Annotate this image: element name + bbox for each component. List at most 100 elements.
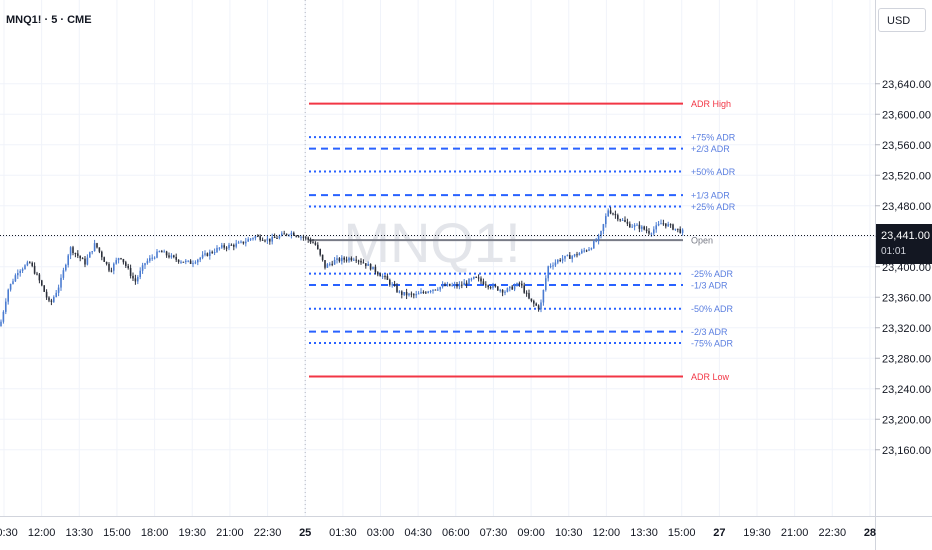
candle-body	[547, 266, 549, 279]
y-tick-label: 23,400.00	[882, 262, 931, 274]
candle-body	[245, 241, 247, 244]
candle-body	[230, 244, 233, 246]
candle-body	[621, 219, 624, 221]
candle-body	[494, 285, 497, 287]
x-tick-label: 12:00	[593, 527, 621, 539]
candle-body	[72, 247, 74, 253]
candle-body	[614, 214, 617, 216]
candle-body	[653, 229, 655, 234]
candle-body	[660, 223, 662, 225]
candle-body	[36, 273, 38, 275]
candle-body	[629, 223, 631, 228]
candle-body	[21, 269, 24, 271]
candle-body	[535, 303, 537, 306]
candle-body	[156, 251, 158, 258]
candle-body	[626, 221, 629, 224]
candle-body	[33, 265, 36, 274]
adr-level-label: +2/3 ADR	[691, 144, 730, 154]
candle-body	[50, 300, 53, 302]
y-tick-label: 23,240.00	[882, 384, 931, 396]
candle-body	[108, 263, 110, 271]
candle-body	[427, 291, 429, 293]
bar-countdown: 01:01	[881, 246, 907, 257]
candle-body	[187, 260, 189, 262]
candle-body	[525, 292, 528, 294]
candle-body	[24, 265, 26, 270]
candle-body	[413, 294, 415, 296]
candle-body	[513, 285, 516, 290]
candle-body	[583, 250, 585, 252]
candle-body	[295, 235, 297, 237]
adr-level-label: -50% ADR	[691, 304, 734, 314]
candle-body	[369, 263, 372, 270]
currency-selector[interactable]: USD	[878, 8, 926, 32]
candle-body	[137, 277, 139, 282]
x-tick-label: 09:00	[517, 527, 545, 539]
candle-body	[206, 253, 209, 256]
candle-body	[338, 258, 341, 262]
candle-body	[657, 223, 660, 226]
current-price-value: 23,441.00	[881, 230, 930, 242]
candle-body	[386, 276, 389, 280]
candle-body	[537, 305, 540, 310]
candle-body	[458, 284, 461, 287]
candle-body	[103, 257, 105, 262]
candle-body	[218, 247, 221, 249]
y-tick-label: 23,640.00	[882, 79, 931, 91]
candle-body	[485, 284, 487, 286]
candle-body	[264, 240, 266, 242]
candle-body	[223, 245, 225, 248]
candle-body	[259, 236, 261, 240]
candle-body	[69, 247, 72, 256]
candle-body	[468, 279, 470, 285]
candle-body	[55, 292, 57, 297]
candle-body	[367, 263, 369, 266]
candle-body	[480, 278, 482, 282]
candle-body	[134, 278, 137, 282]
y-tick-label: 23,480.00	[882, 201, 931, 213]
candle-body	[350, 258, 353, 261]
candle-body	[341, 257, 343, 262]
adr-level-label: +25% ADR	[691, 202, 736, 212]
candle-body	[674, 228, 677, 230]
candle-body	[132, 275, 134, 279]
candle-body	[408, 293, 410, 296]
adr-level-label: +1/3 ADR	[691, 191, 730, 201]
candle-body	[192, 263, 194, 265]
candle-body	[581, 250, 583, 254]
candle-body	[269, 238, 271, 242]
candle-body	[540, 302, 542, 310]
candle-body	[331, 263, 333, 265]
candle-body	[523, 285, 525, 293]
candle-body	[321, 254, 324, 261]
x-tick-label: 22:30	[819, 527, 847, 539]
candle-body	[669, 224, 672, 226]
x-tick-label: 19:30	[743, 527, 771, 539]
candle-body	[53, 296, 55, 302]
candle-body	[185, 260, 187, 263]
candle-body	[396, 285, 398, 292]
symbol-title[interactable]: MNQ1! · 5 · CME	[6, 14, 92, 26]
candle-body	[643, 226, 645, 230]
candle-body	[477, 277, 480, 279]
candle-body	[362, 262, 365, 264]
candle-body	[266, 238, 269, 241]
x-tick-label: 13:30	[66, 527, 94, 539]
candle-body	[641, 226, 643, 229]
candle-body	[605, 216, 607, 225]
x-tick-label: 01:30	[329, 527, 357, 539]
candle-body	[593, 241, 595, 249]
x-tick-label: 21:00	[216, 527, 244, 539]
candle-body	[401, 291, 403, 295]
candle-body	[489, 287, 492, 289]
x-tick-label: 04:30	[404, 527, 432, 539]
candle-body	[662, 223, 665, 225]
candle-body	[300, 236, 302, 238]
x-tick-label: 15:00	[103, 527, 131, 539]
candle-body	[353, 259, 355, 261]
x-tick-label: 10:30	[555, 527, 583, 539]
x-tick-label: 15:00	[668, 527, 696, 539]
candle-body	[509, 286, 511, 289]
candle-body	[309, 239, 312, 243]
